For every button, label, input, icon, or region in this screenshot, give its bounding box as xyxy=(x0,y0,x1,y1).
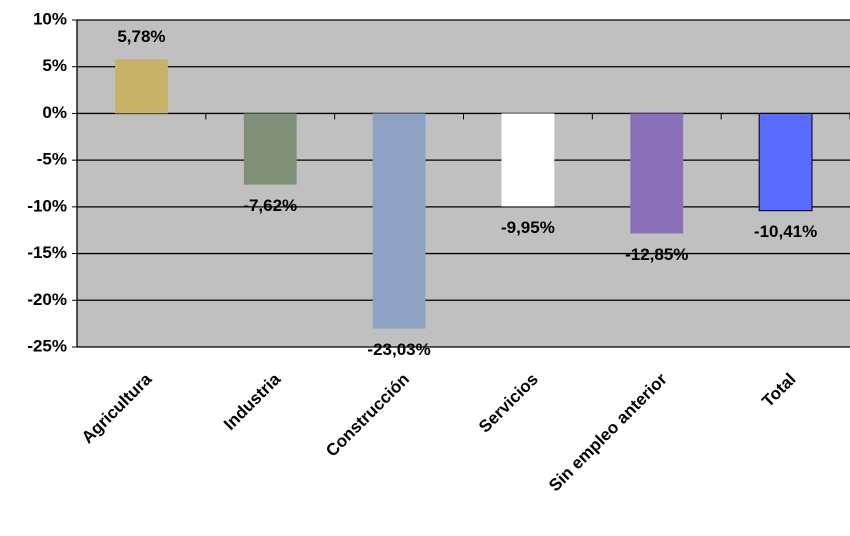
y-tick-label: 5% xyxy=(42,56,67,75)
x-tick-label: Sin empleo anterior xyxy=(545,369,671,495)
y-tick-label: -5% xyxy=(37,150,67,169)
x-tick-label: Servicios xyxy=(475,370,542,437)
bar xyxy=(372,113,426,329)
value-label: -10,41% xyxy=(754,222,817,241)
y-tick-label: -10% xyxy=(27,196,67,215)
value-label: -7,62% xyxy=(243,196,297,215)
x-tick-label: Industria xyxy=(220,369,285,434)
value-label: 5,78% xyxy=(117,27,165,46)
bar xyxy=(630,113,684,234)
plot-area xyxy=(77,20,850,347)
x-tick-label: Agricultura xyxy=(78,369,156,447)
y-tick-label: -20% xyxy=(27,290,67,309)
bar xyxy=(115,59,168,114)
bar xyxy=(243,113,297,185)
bar xyxy=(758,112,813,212)
x-tick-label: Construcción xyxy=(322,370,413,461)
bar xyxy=(501,113,555,207)
x-tick-label: Total xyxy=(758,370,799,411)
y-tick-label: -15% xyxy=(27,243,67,262)
value-label: -23,03% xyxy=(367,340,430,359)
y-tick-label: 10% xyxy=(33,9,67,28)
value-label: -9,95% xyxy=(501,218,555,237)
y-tick-label: 0% xyxy=(42,103,67,122)
value-label: -12,85% xyxy=(625,245,688,264)
y-tick-label: -25% xyxy=(27,336,67,355)
